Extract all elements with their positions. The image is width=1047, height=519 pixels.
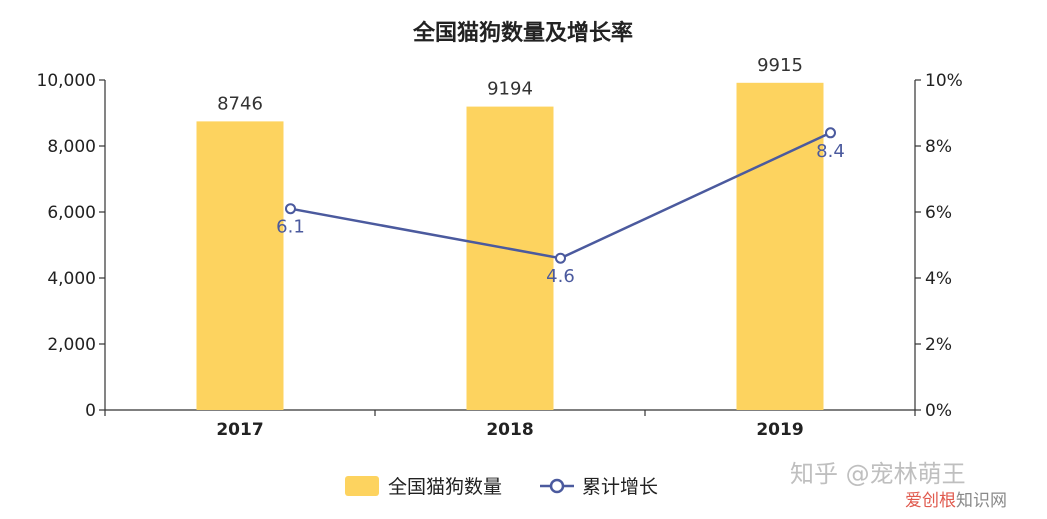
y-tick-label-right: 10% [925,71,963,91]
watermark-sub-plain: 知识网 [956,491,1007,511]
bar-value-label: 8746 [217,93,263,114]
line-labels: 6.1 4.6 8.4 [276,141,845,287]
bar-value-label: 9915 [757,55,803,76]
line-point [555,252,566,264]
chart-title: 全国猫狗数量及增长率 [412,20,633,46]
y-tick-label-right: 2% [925,335,952,355]
watermark-main: 知乎 @宠林萌王 [790,460,966,488]
y-tick-label-right: 6% [925,203,952,223]
x-tick-label: 2019 [756,420,803,440]
line-series [285,127,836,264]
legend: 全国猫狗数量 累计增长 [345,476,658,498]
line-value-label: 8.4 [816,141,845,162]
bar-series [196,82,824,411]
legend-line-marker [549,478,565,494]
y-tick-label-right: 8% [925,137,952,157]
watermark-sub-colored: 爱创根 [905,491,956,511]
bar [736,82,824,411]
line-point [825,127,836,139]
watermark: 知乎 @宠林萌王 爱创根知识网 [790,460,1007,511]
y-tick-label-left: 0 [85,401,96,421]
legend-bar-swatch [345,476,379,496]
bar-labels: 8746 9194 9915 [217,55,803,115]
legend-line-label: 累计增长 [582,476,658,498]
y-tick-label-right: 4% [925,269,952,289]
y-tick-label-left: 10,000 [37,71,96,91]
legend-bar-label: 全国猫狗数量 [388,476,502,498]
bar-value-label: 9194 [487,79,533,100]
line-point [285,203,296,215]
axes: 0 2,000 4,000 6,000 8,000 10,000 0% 2% 4% 6% 8% 10%… [37,71,963,440]
y-tick-label-left: 6,000 [47,203,96,223]
watermark-sub: 爱创根知识网 [905,491,1007,511]
line-value-label: 6.1 [276,217,305,238]
y-tick-label-left: 4,000 [47,269,96,289]
y-tick-label-left: 8,000 [47,137,96,157]
x-tick-label: 2017 [216,420,263,440]
y-tick-label-left: 2,000 [47,335,96,355]
y-tick-label-right: 0% [925,401,952,421]
bar [196,121,284,410]
line-value-label: 4.6 [546,266,575,287]
x-tick-label: 2018 [486,420,533,440]
bar [466,106,554,411]
